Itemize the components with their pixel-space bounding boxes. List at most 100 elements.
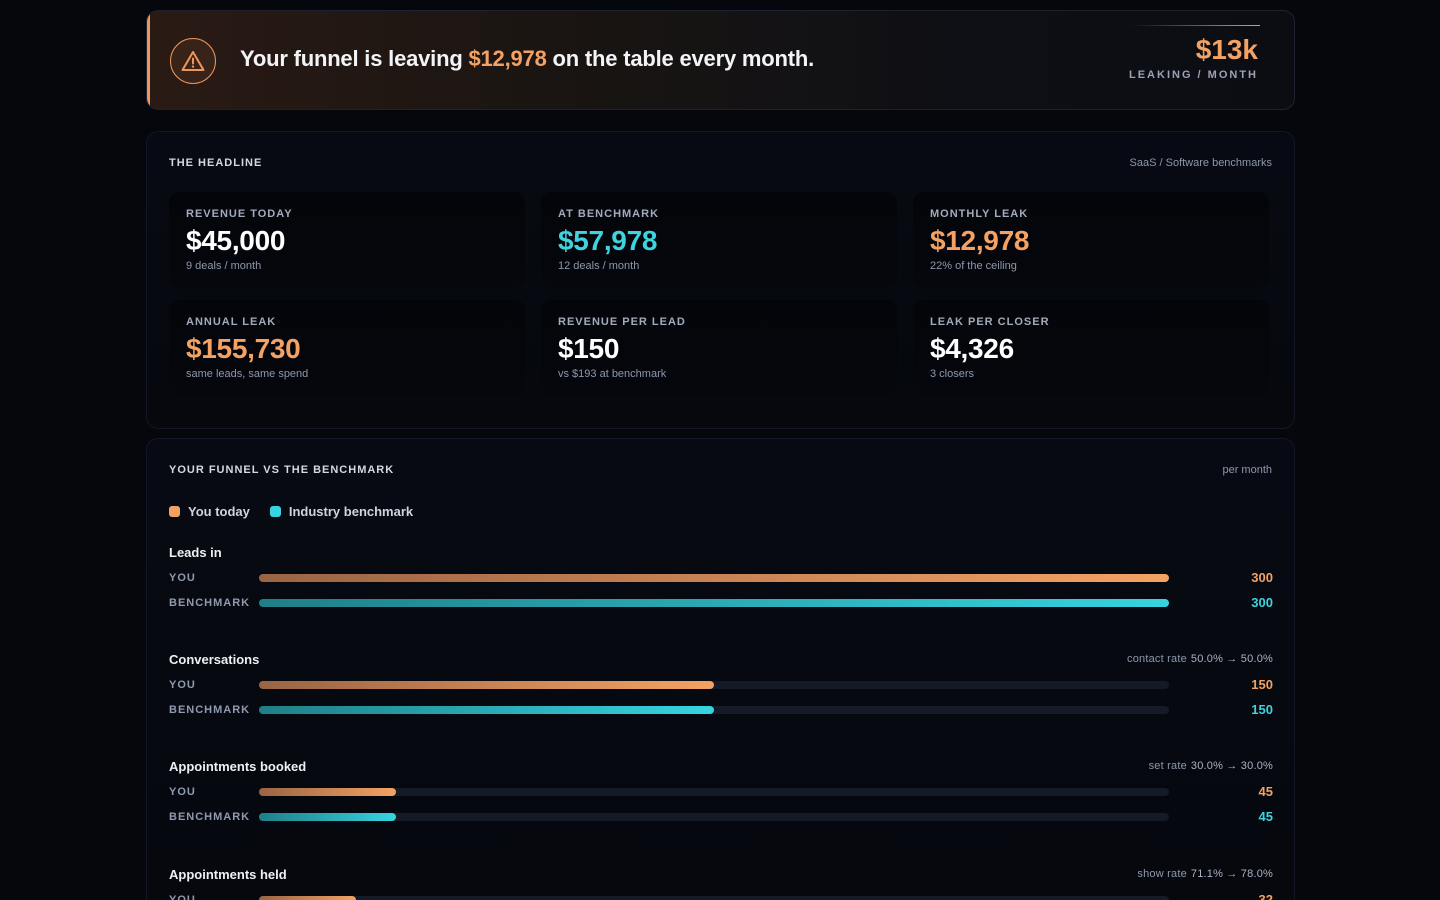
bar-you (259, 681, 714, 689)
bar-label-benchmark: BENCHMARK (169, 811, 251, 823)
bar-track (259, 599, 1169, 607)
stage-rate: show rate 71.1% → 78.0% (1137, 868, 1273, 880)
metric-label: REVENUE TODAY (186, 208, 293, 220)
stage-rate-value: 50.0% → 50.0% (1190, 653, 1273, 665)
bar-value-you: 32 (1258, 892, 1273, 900)
metric-subtext: 3 closers (930, 368, 975, 380)
leak-summary-value: $13k (1195, 34, 1258, 65)
metric-tile: AT BENCHMARK $57,978 12 deals / month (541, 192, 897, 288)
alert-message-end: on the table every month. (546, 46, 815, 71)
leak-summary-label: LEAKING / MONTH (1129, 69, 1258, 81)
bar-label-benchmark: BENCHMARK (169, 597, 251, 609)
bar-track (259, 788, 1169, 796)
legend-item-benchmark: Industry benchmark (269, 504, 414, 519)
bar-label-you: YOU (169, 894, 196, 900)
metric-subtext: same leads, same spend (186, 368, 309, 380)
metric-value: $12,978 (930, 225, 1030, 256)
metric-value: $150 (558, 333, 620, 364)
bar-you (259, 574, 1169, 582)
funnel-stage: Appointments held show rate 71.1% → 78.0% Y… (169, 866, 1273, 900)
bar-row-you: YOU 300 (169, 571, 1273, 585)
metric-value: $45,000 (186, 225, 286, 256)
funnel-legend: You today Industry benchmark (169, 504, 413, 519)
bar-track (259, 706, 1169, 714)
stage-rate: contact rate 50.0% → 50.0% (1127, 653, 1273, 665)
metric-grid: REVENUE TODAY $45,000 9 deals / month AT BE… (169, 192, 1273, 396)
bar-label-you: YOU (169, 679, 196, 691)
bar-track (259, 574, 1169, 582)
legend-item-you: You today (169, 504, 250, 519)
funnel-stage: Conversations contact rate 50.0% → 50.0% YO… (169, 651, 1273, 717)
legend-label-you: You today (188, 504, 250, 519)
stage-rate-label: set rate (1148, 760, 1187, 772)
stage-name: Leads in (169, 544, 222, 560)
bar-label-you: YOU (169, 572, 196, 584)
stage-rate-label: contact rate (1127, 653, 1187, 665)
bar-track (259, 896, 1169, 900)
bar-benchmark (259, 813, 396, 821)
metric-tile: LEAK PER CLOSER $4,326 3 closers (913, 300, 1269, 396)
legend-label-benchmark: Industry benchmark (288, 504, 414, 519)
page: Your funnel is leaving $12,978 on the ta… (146, 10, 1295, 900)
bar-row-you: YOU 150 (169, 678, 1273, 692)
stage-rate-label: show rate (1137, 868, 1187, 880)
bar-benchmark (259, 706, 714, 714)
bar-benchmark (259, 599, 1169, 607)
funnel-stage: Leads in YOU 300 BENCHMARK 300 (169, 544, 1273, 610)
bar-row-you: YOU 32 (169, 893, 1273, 900)
metric-tile: REVENUE PER LEAD $150 vs $193 at benchmark (541, 300, 897, 396)
metric-subtext: 9 deals / month (186, 260, 262, 272)
leak-alert-banner: Your funnel is leaving $12,978 on the ta… (146, 10, 1295, 110)
warning-triangle-icon (170, 38, 216, 84)
alert-accent-edge (147, 11, 150, 109)
bar-row-benchmark: BENCHMARK 45 (169, 810, 1273, 824)
bar-value-benchmark: 300 (1251, 595, 1273, 610)
bar-you (259, 896, 357, 900)
bar-track (259, 681, 1169, 689)
benchmark-source-note: SaaS / Software benchmarks (1129, 157, 1272, 169)
stage-rate-value: 71.1% → 78.0% (1190, 868, 1273, 880)
metric-label: LEAK PER CLOSER (930, 316, 1050, 328)
leak-summary: $13k LEAKING / MONTH (1129, 25, 1260, 81)
alert-message: Your funnel is leaving $12,978 on the ta… (240, 46, 814, 72)
alert-message-start: Your funnel is leaving (240, 46, 469, 71)
metric-value: $155,730 (186, 333, 301, 364)
bar-value-you: 300 (1251, 570, 1273, 585)
funnel-title: YOUR FUNNEL VS THE BENCHMARK (169, 464, 395, 476)
metric-subtext: 12 deals / month (558, 260, 640, 272)
funnel-card: YOUR FUNNEL VS THE BENCHMARK per month Y… (146, 438, 1295, 900)
stage-rate: set rate 30.0% → 30.0% (1149, 760, 1273, 772)
metric-value: $57,978 (558, 225, 658, 256)
leak-summary-accent-line (1130, 25, 1260, 26)
metric-label: AT BENCHMARK (558, 208, 660, 220)
bar-row-benchmark: BENCHMARK 300 (169, 596, 1273, 610)
bar-label-you: YOU (169, 786, 196, 798)
metric-subtext: vs $193 at benchmark (558, 368, 667, 380)
bar-you (259, 788, 396, 796)
metric-label: ANNUAL LEAK (186, 316, 277, 328)
bar-row-you: YOU 45 (169, 785, 1273, 799)
legend-swatch-you (169, 506, 180, 517)
bar-track (259, 813, 1169, 821)
metric-tile: REVENUE TODAY $45,000 9 deals / month (169, 192, 525, 288)
headline-card: THE HEADLINE SaaS / Software benchmarks … (146, 131, 1295, 429)
alert-message-amount: $12,978 (468, 46, 547, 71)
metric-tile: ANNUAL LEAK $155,730 same leads, same spen… (169, 300, 525, 396)
stage-name: Conversations (169, 651, 260, 667)
metric-label: MONTHLY LEAK (930, 208, 1029, 220)
bar-value-benchmark: 45 (1258, 809, 1273, 824)
metric-label: REVENUE PER LEAD (558, 316, 686, 328)
stage-name: Appointments booked (169, 758, 307, 774)
bar-row-benchmark: BENCHMARK 150 (169, 703, 1273, 717)
stage-rate-value: 30.0% → 30.0% (1190, 760, 1273, 772)
bar-value-you: 150 (1251, 677, 1273, 692)
bar-value-you: 45 (1258, 784, 1273, 799)
funnel-stage: Appointments booked set rate 30.0% → 30.0%… (169, 758, 1273, 824)
metric-tile: MONTHLY LEAK $12,978 22% of the ceiling (913, 192, 1269, 288)
bar-value-benchmark: 150 (1251, 702, 1273, 717)
headline-title: THE HEADLINE (169, 157, 263, 169)
metric-value: $4,326 (930, 333, 1014, 364)
metric-subtext: 22% of the ceiling (930, 260, 1017, 272)
stage-name: Appointments held (169, 866, 287, 882)
legend-swatch-benchmark (269, 506, 281, 517)
